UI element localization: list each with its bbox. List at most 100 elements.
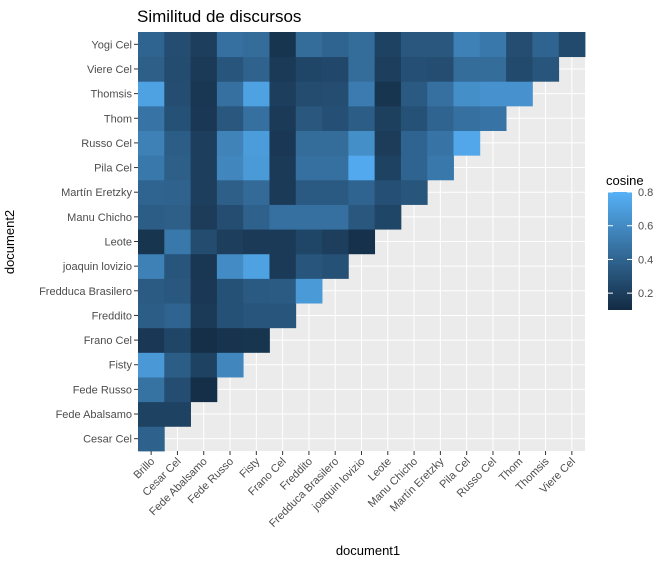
heatmap-cell <box>506 81 533 107</box>
y-tick-label: Cesar Cel <box>83 434 132 446</box>
heatmap-cell <box>374 155 402 181</box>
heatmap-cell <box>138 81 165 107</box>
heatmap-cell <box>243 253 270 279</box>
y-tick-label: Martín Eretzky <box>61 187 132 199</box>
heatmap-cell <box>164 327 191 353</box>
heatmap-cell <box>479 105 507 131</box>
heatmap-cell <box>269 81 297 107</box>
heatmap-cell <box>269 229 297 255</box>
heatmap-cell <box>243 303 270 329</box>
heatmap-cell <box>322 56 349 82</box>
heatmap-cell <box>295 105 323 131</box>
y-tick-label: Russo Cel <box>81 138 132 150</box>
heatmap-cell <box>269 105 297 131</box>
heatmap-cell <box>216 229 244 255</box>
heatmap-cell <box>216 204 244 230</box>
heatmap-cell <box>190 327 218 353</box>
heatmap-cell <box>216 352 244 378</box>
heatmap-cell <box>243 204 270 230</box>
heatmap-cell <box>164 81 191 107</box>
heatmap-cell <box>164 401 191 427</box>
heatmap-cell <box>138 179 165 205</box>
heatmap-cell <box>322 81 349 107</box>
y-tick-label: Fisty <box>109 360 133 372</box>
y-tick-label: Frano Cel <box>84 335 132 347</box>
heatmap-cell <box>164 32 191 58</box>
heatmap-cell <box>138 253 165 279</box>
heatmap-cell <box>216 155 244 181</box>
heatmap-cell <box>348 179 376 205</box>
heatmap-cell <box>269 204 297 230</box>
heatmap-cell <box>322 32 349 58</box>
heatmap-cell <box>138 327 165 353</box>
heatmap-cell <box>138 278 165 304</box>
heatmap-cell <box>400 81 428 107</box>
heatmap-cell <box>295 278 323 304</box>
heatmap-cell <box>374 56 402 82</box>
heatmap-cell <box>322 253 349 279</box>
heatmap-cell <box>190 179 218 205</box>
heatmap-cell <box>295 179 323 205</box>
heatmap-cell <box>427 56 454 82</box>
heatmap-cell <box>138 32 165 58</box>
heatmap-cell <box>138 204 165 230</box>
heatmap-cell <box>348 130 376 156</box>
heatmap-cell <box>243 81 270 107</box>
heatmap-cell <box>216 303 244 329</box>
heatmap-cell <box>269 253 297 279</box>
heatmap-cell <box>400 32 428 58</box>
heatmap-cell <box>190 130 218 156</box>
heatmap-cell <box>243 32 270 58</box>
heatmap-cell <box>243 155 270 181</box>
legend-tick-label: 0.2 <box>638 288 653 300</box>
heatmap-cell <box>243 278 270 304</box>
heatmap-cell <box>138 377 165 403</box>
y-tick-label: joaquin lovizio <box>62 261 132 273</box>
heatmap-cell <box>374 130 402 156</box>
heatmap-cell <box>164 155 191 181</box>
legend-colorbar <box>608 192 632 310</box>
heatmap-cell <box>348 229 376 255</box>
heatmap-cell <box>453 56 481 82</box>
heatmap-cell <box>216 56 244 82</box>
heatmap-cell <box>164 105 191 131</box>
heatmap-cell <box>322 130 349 156</box>
y-tick-label: Leote <box>104 237 132 249</box>
heatmap-cell <box>190 352 218 378</box>
heatmap-cells <box>138 32 586 452</box>
heatmap-cell <box>532 32 560 58</box>
heatmap-cell <box>322 229 349 255</box>
heatmap-cell <box>479 56 507 82</box>
heatmap-cell <box>453 130 481 156</box>
heatmap-cell <box>348 81 376 107</box>
heatmap-cell <box>216 32 244 58</box>
heatmap-cell <box>348 105 376 131</box>
heatmap-cell <box>164 130 191 156</box>
heatmap-cell <box>400 155 428 181</box>
y-tick-label: Fede Russo <box>73 384 132 396</box>
heatmap-cell <box>322 179 349 205</box>
heatmap-cell <box>190 204 218 230</box>
heatmap-cell <box>138 155 165 181</box>
heatmap-cell <box>138 105 165 131</box>
heatmap-cell <box>164 377 191 403</box>
y-tick-label: Thomsis <box>90 89 132 101</box>
heatmap-cell <box>295 253 323 279</box>
heatmap-cell <box>164 253 191 279</box>
heatmap-cell <box>164 229 191 255</box>
heatmap-cell <box>190 155 218 181</box>
heatmap-cell <box>164 56 191 82</box>
heatmap-cell <box>427 155 454 181</box>
heatmap-cell <box>322 155 349 181</box>
heatmap-cell <box>164 204 191 230</box>
heatmap-cell <box>138 352 165 378</box>
heatmap-cell <box>400 105 428 131</box>
heatmap-cell <box>190 81 218 107</box>
legend-tick-label: 0.8 <box>638 187 653 199</box>
heatmap-cell <box>295 204 323 230</box>
heatmap-cell <box>427 81 454 107</box>
heatmap-cell <box>138 426 165 452</box>
heatmap-cell <box>348 56 376 82</box>
heatmap-cell <box>374 32 402 58</box>
legend-tick-label: 0.6 <box>638 221 653 233</box>
